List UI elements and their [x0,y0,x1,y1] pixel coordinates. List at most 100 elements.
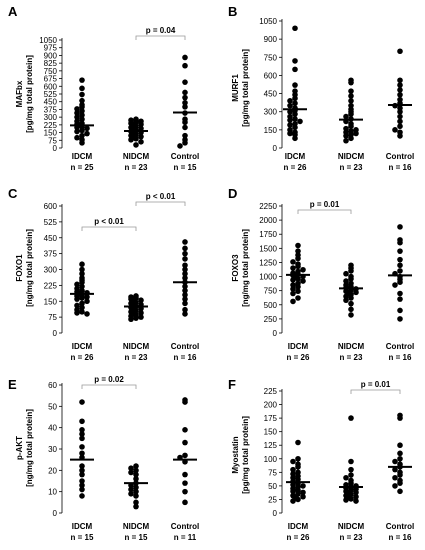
data-point [397,279,403,286]
category-label: NIDCM n = 23 [338,342,365,362]
data-point [348,496,354,502]
y-tick-label: 500 [264,301,278,310]
data-point [74,134,80,141]
category-label: IDCM n = 26 [287,342,310,362]
data-point [79,261,85,268]
y-tick-label: 150 [264,428,278,437]
data-point [397,77,403,84]
data-point [182,480,188,486]
category-label: NIDCM n = 23 [123,152,150,172]
y-tick-label: 40 [48,424,57,433]
data-point [290,286,296,292]
data-point [79,283,85,290]
p-value-label: p = 0.02 [94,375,124,384]
data-point [353,489,359,496]
data-point [397,123,403,130]
data-point [392,474,398,481]
category-label-line: NIDCM [123,152,150,161]
p-value-label: p < 0.01 [146,192,176,201]
data-point [133,488,139,495]
data-point [348,111,354,117]
category-label-line: NIDCM [123,342,150,351]
data-point [397,91,403,98]
p-value-label: p < 0.01 [94,217,124,226]
data-point [348,295,354,301]
y-tick-label: 1500 [259,244,277,253]
data-point [79,463,85,469]
data-point [182,99,188,106]
data-point [79,108,85,114]
data-point [79,132,85,139]
category-label-line: NIDCM [338,152,365,161]
data-point [74,128,80,135]
y-axis-label: FOXO3[ng/mg total protein] [231,229,250,307]
data-point [343,297,349,304]
data-point [295,283,301,290]
data-point [297,118,303,125]
data-point [397,256,403,263]
category-label-line: n = 16 [389,353,412,362]
data-point [79,116,85,122]
data-point [292,111,298,117]
data-point [182,62,188,69]
data-point [79,444,85,450]
data-point [182,499,188,506]
data-point [182,262,188,269]
category-label-line: n = 15 [174,163,197,172]
data-point [343,497,349,503]
category-label-line: IDCM [72,522,93,531]
category-label: Control n = 16 [386,522,414,542]
panel-letter: C [8,186,18,201]
data-point [133,499,139,506]
category-label-line: NIDCM [338,342,365,351]
data-point [79,140,85,146]
category-label-line: IDCM [72,342,93,351]
data-point [348,300,354,307]
data-point [353,130,359,137]
data-point [182,132,188,139]
data-point [300,489,306,496]
data-point [79,486,85,493]
category-label: NIDCM n = 23 [338,522,365,542]
y-tick-label: 50 [48,402,57,411]
data-point [182,427,188,433]
data-point [348,415,354,421]
data-point [84,125,90,132]
data-point [348,312,354,318]
data-point [295,439,301,446]
category-label-line: Control [171,342,199,351]
data-point [182,250,188,257]
data-point [348,79,354,86]
data-point [182,488,188,495]
y-tick-label: 0 [53,329,58,338]
data-point [133,484,139,491]
data-point [397,442,403,449]
data-point [287,108,293,115]
data-point [79,471,85,478]
data-point [182,287,188,294]
data-point [182,140,188,146]
y-tick-label: 600 [44,202,58,211]
data-point [182,256,188,262]
y-axis-label-line: FOXO3 [231,254,240,282]
data-point [182,399,188,405]
y-tick-label: 1050 [259,17,277,26]
category-label: NIDCM n = 15 [123,522,150,542]
data-point [397,87,403,93]
data-point [353,498,359,504]
data-point [128,469,134,476]
category-label: Control n = 16 [386,342,414,362]
data-point [287,102,293,109]
data-point [74,296,80,302]
data-point [182,266,188,273]
y-tick-label: 450 [44,98,58,107]
data-point [392,282,398,288]
y-tick-label: 60 [48,381,57,390]
data-point [79,127,85,134]
data-point [79,300,85,307]
y-tick-label: 225 [264,387,278,396]
data-point [182,124,188,131]
y-tick-label: 1000 [259,273,277,282]
data-point [84,130,90,137]
data-point [348,93,354,99]
